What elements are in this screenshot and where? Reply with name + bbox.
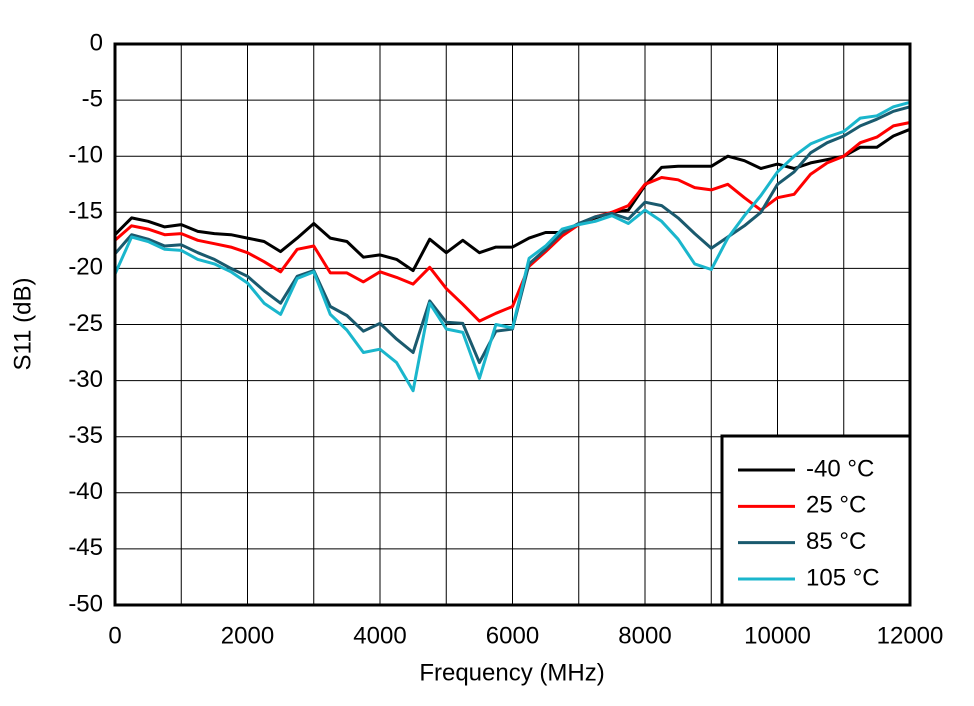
legend-box <box>720 434 912 607</box>
series-line <box>113 127 911 273</box>
x-tick-label: 6000 <box>486 622 539 649</box>
x-tick-label: 4000 <box>353 622 406 649</box>
series-line <box>114 121 911 323</box>
y-tick-label: -30 <box>68 366 103 393</box>
x-axis-label: Frequency (MHz) <box>419 659 604 686</box>
y-tick-label: -45 <box>68 534 103 561</box>
y-tick-label: -20 <box>68 254 103 281</box>
y-tick-label: -25 <box>68 310 103 337</box>
x-tick-label: 2000 <box>221 622 274 649</box>
legend-label: 85 °C <box>806 528 866 555</box>
y-tick-label: 0 <box>90 29 103 56</box>
y-tick-label: -35 <box>68 422 103 449</box>
y-axis-label: S11 (dB) <box>9 278 36 371</box>
y-tick-label: -10 <box>68 142 103 169</box>
x-tick-label: 12000 <box>877 622 944 649</box>
plot-border <box>113 42 912 607</box>
legend-label: -40 °C <box>806 455 874 482</box>
y-tick-label: -50 <box>68 590 103 617</box>
x-tick-label: 0 <box>108 622 121 649</box>
series-line <box>113 100 911 393</box>
legend-label: 105 °C <box>806 564 880 591</box>
x-tick-label: 10000 <box>744 622 811 649</box>
y-tick-label: -40 <box>68 478 103 505</box>
x-tick-label: 8000 <box>618 622 671 649</box>
y-tick-label: -5 <box>82 85 103 112</box>
y-tick-label: -15 <box>68 198 103 225</box>
legend-label: 25 °C <box>806 492 866 519</box>
